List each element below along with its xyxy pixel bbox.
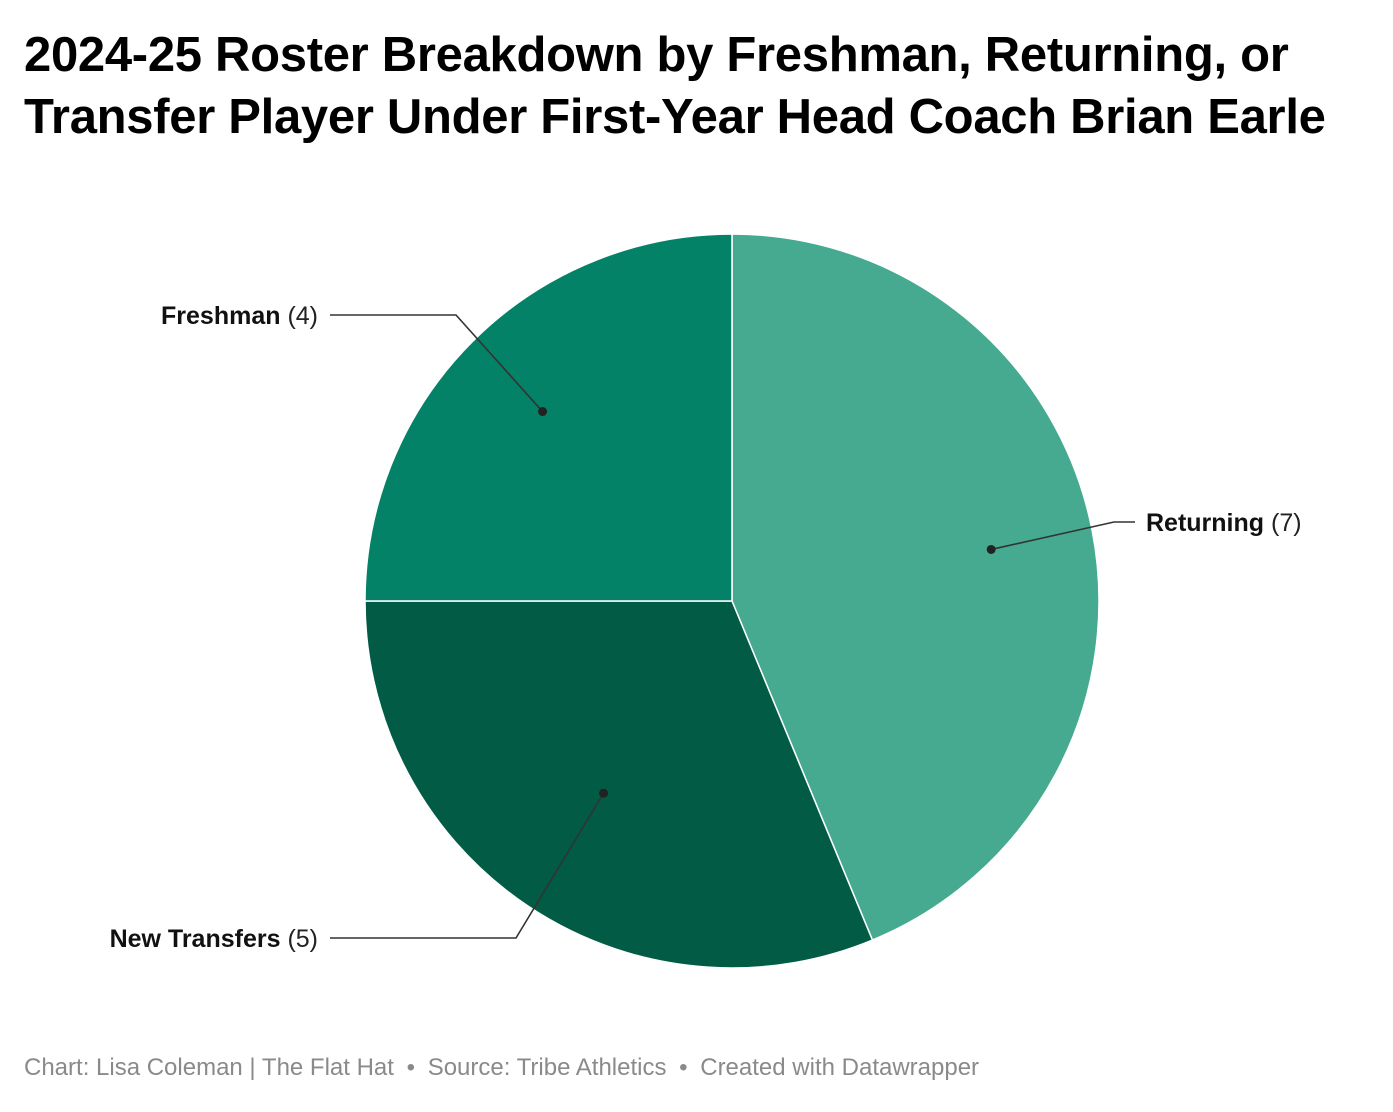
slice-label-freshman: Freshman (4) (161, 302, 318, 330)
leader-dot-freshman (538, 407, 548, 417)
pie-slice-new-transfers (364, 600, 874, 969)
slice-label-name: Returning (1146, 509, 1264, 537)
slice-labels: Returning (7) New Transfers (5) Freshman (… (110, 302, 1302, 953)
pie-slice-returning (731, 233, 1100, 942)
pie-slice-freshman (364, 233, 733, 602)
footer-separator: • (406, 1054, 416, 1081)
leader-dot-returning (986, 544, 996, 554)
chart-credit: Chart: Lisa Coleman | The Flat Hat (24, 1054, 394, 1081)
leader-line-new-transfers (330, 792, 605, 939)
leader-dot-new-transfers (599, 788, 609, 798)
leader-line-freshman (330, 314, 544, 413)
created-with-credit: Created with Datawrapper (700, 1054, 980, 1081)
slice-label-count: (4) (281, 302, 319, 330)
slice-label-count: (7) (1264, 509, 1302, 537)
slice-label-name: New Transfers (110, 925, 281, 953)
pie-slices (364, 233, 1100, 969)
leader-line-returning (990, 521, 1135, 551)
chart-title: 2024-25 Roster Breakdown by Freshman, Re… (24, 28, 1326, 144)
chart-footer: Chart: Lisa Coleman | The Flat Hat • Sou… (24, 1054, 979, 1082)
slice-label-count: (5) (281, 925, 319, 953)
slice-label-new-transfers: New Transfers (5) (110, 925, 318, 953)
data-source: Source: Tribe Athletics (427, 1054, 667, 1081)
slice-label-name: Freshman (161, 302, 280, 330)
footer-separator: • (679, 1054, 688, 1081)
label-leader-lines (330, 314, 1135, 939)
slice-label-returning: Returning (7) (1146, 509, 1302, 537)
